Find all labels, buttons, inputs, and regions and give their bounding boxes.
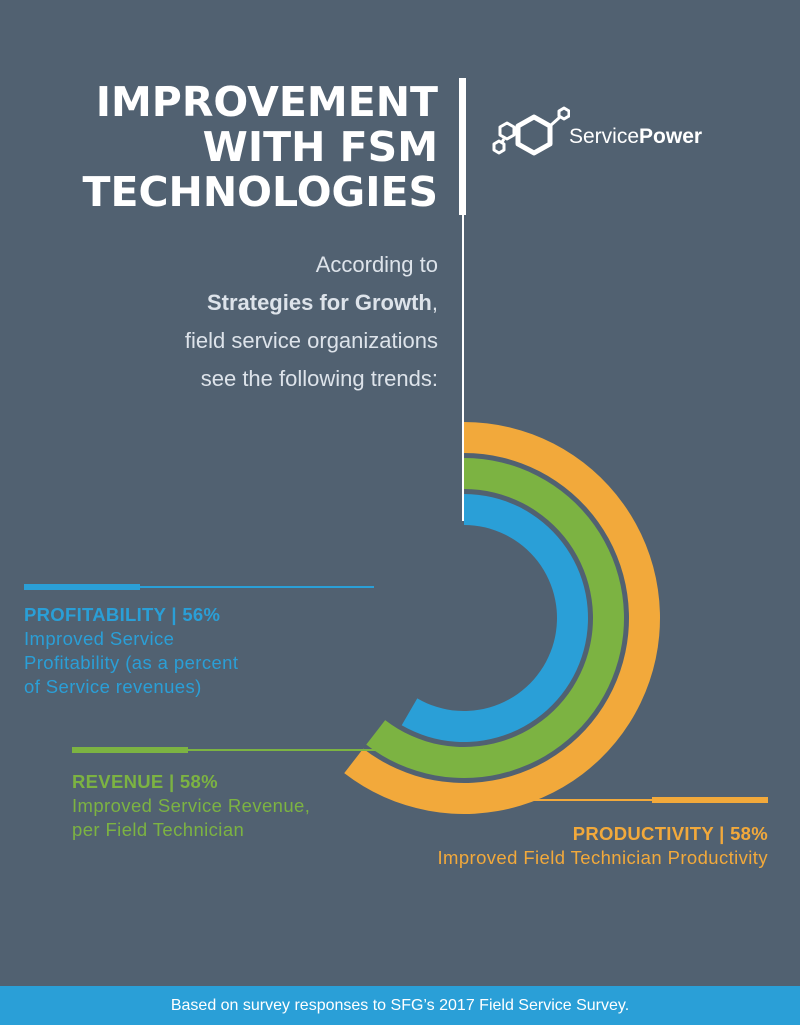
- profitability-leader-bar: [24, 584, 140, 590]
- title-line-2: WITH FSM: [202, 123, 438, 171]
- productivity-description: Improved Field Technician Productivity: [437, 846, 768, 870]
- intro-line-1: According to: [315, 252, 438, 277]
- revenue-leader-bar: [72, 747, 188, 753]
- profitability-desc-line-3: of Service revenues): [24, 676, 202, 697]
- logo-word-light: Service: [569, 125, 640, 148]
- revenue-metric: REVENUE | 58% Improved Service Revenue, …: [72, 770, 310, 842]
- title-divider: [459, 78, 466, 215]
- logo-wordmark: ServicePower: [569, 125, 702, 149]
- profitability-desc-line-1: Improved Service: [24, 628, 175, 649]
- servicepower-logo: ServicePower: [488, 104, 718, 164]
- intro-line-2-rest: ,: [431, 290, 438, 315]
- intro-line-4: see the following trends:: [200, 366, 438, 391]
- profitability-desc-line-2: Profitability (as a percent: [24, 652, 239, 673]
- source-name: Strategies for Growth: [206, 290, 432, 315]
- intro-line-3: field service organizations: [184, 328, 438, 353]
- revenue-desc-line-2: per Field Technician: [72, 819, 245, 840]
- profitability-description: Improved Service Profitability (as a per…: [24, 627, 238, 699]
- profitability-heading: PROFITABILITY | 56%: [24, 604, 221, 625]
- profitability-metric: PROFITABILITY | 56% Improved Service Pro…: [24, 603, 238, 699]
- intro-line-2: Strategies for Growth,: [78, 284, 438, 322]
- revenue-heading: REVENUE | 58%: [72, 771, 218, 792]
- productivity-leader-bar: [652, 797, 768, 803]
- intro-text: According to Strategies for Growth, fiel…: [78, 246, 438, 398]
- profitability-ring: [401, 494, 588, 742]
- page-title: IMPROVEMENT WITH FSM TECHNOLOGIES: [18, 80, 438, 215]
- productivity-ring: [344, 422, 660, 814]
- footer-note: Based on survey responses to SFG’s 2017 …: [0, 986, 800, 1025]
- title-line-3: TECHNOLOGIES: [82, 168, 438, 216]
- center-leader-line: [462, 215, 464, 521]
- productivity-desc-line-1: Improved Field Technician Productivity: [437, 847, 768, 868]
- productivity-heading: PRODUCTIVITY | 58%: [572, 823, 768, 844]
- productivity-metric: PRODUCTIVITY | 58% Improved Field Techni…: [437, 822, 768, 870]
- revenue-ring: [366, 458, 624, 778]
- title-line-1: IMPROVEMENT: [95, 78, 438, 126]
- hexagon-logo-icon: [492, 106, 570, 156]
- logo-word-bold: Power: [639, 125, 703, 148]
- revenue-description: Improved Service Revenue, per Field Tech…: [72, 794, 310, 842]
- revenue-desc-line-1: Improved Service Revenue,: [72, 795, 311, 816]
